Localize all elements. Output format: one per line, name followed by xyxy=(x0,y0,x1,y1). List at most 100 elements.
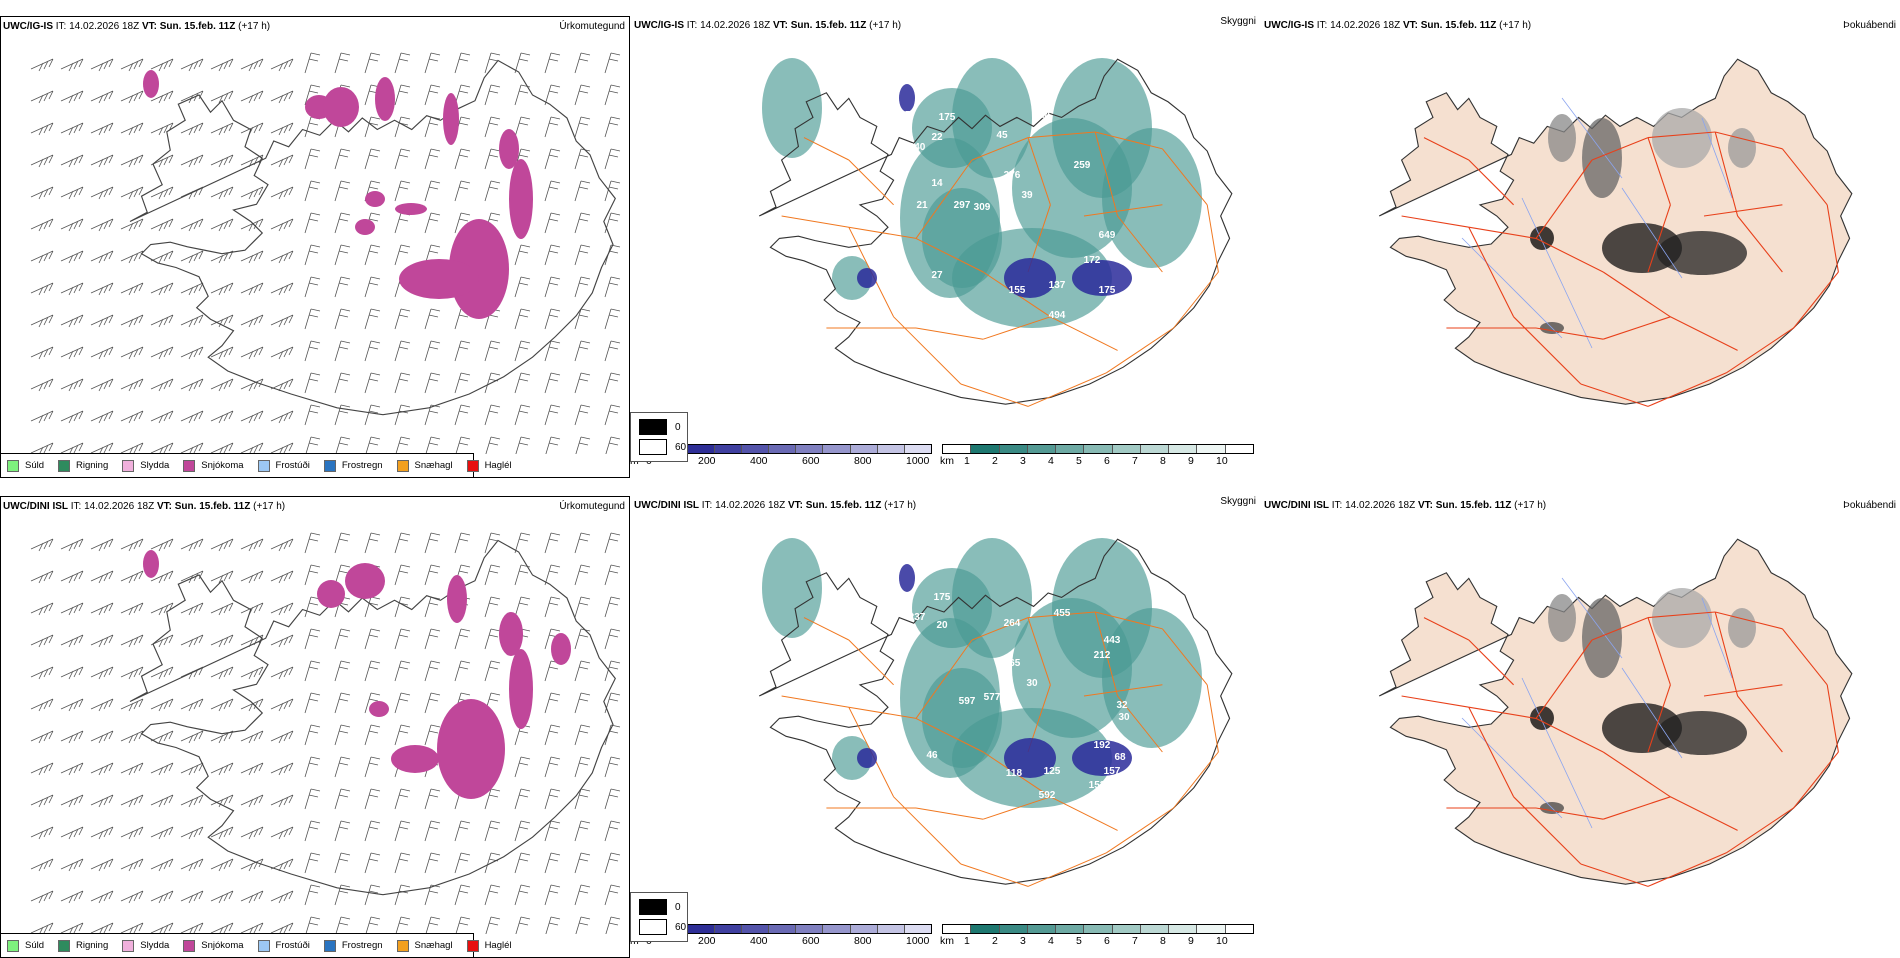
river xyxy=(1701,597,1733,679)
wind-barb xyxy=(304,372,321,394)
snow-area xyxy=(317,580,345,608)
wind-barb xyxy=(304,84,321,106)
visibility-label: 175 xyxy=(934,592,951,603)
visibility-label: 340 xyxy=(909,142,926,153)
wind-barb xyxy=(394,84,411,106)
wind-barb xyxy=(30,410,54,424)
road xyxy=(1095,611,1163,630)
wind-barb xyxy=(90,250,114,264)
legend-label: Rigning xyxy=(76,460,109,471)
wind-barb xyxy=(240,890,264,904)
wind-barb xyxy=(240,314,264,328)
wind-barb xyxy=(120,314,144,328)
wind-barb xyxy=(270,218,294,232)
legend-swatch xyxy=(257,459,270,472)
wind-barb xyxy=(574,308,591,330)
wind-barb xyxy=(424,692,441,714)
wind-barb xyxy=(454,820,471,842)
wind-barb xyxy=(424,564,441,586)
wind-barb xyxy=(120,762,144,776)
wind-barb xyxy=(394,340,411,362)
visibility-label: 166 xyxy=(886,590,903,601)
wind-barb xyxy=(180,442,204,454)
wind-barb xyxy=(180,538,204,552)
road xyxy=(1162,148,1208,206)
wind-barb xyxy=(364,404,381,426)
river xyxy=(1461,237,1563,339)
low-visibility-areas xyxy=(762,538,1202,808)
road xyxy=(960,383,1029,407)
road xyxy=(1726,807,1794,854)
road xyxy=(1206,204,1219,273)
fog-legend-label: 60 xyxy=(675,921,687,933)
wind-barb xyxy=(150,922,174,934)
wind-barb xyxy=(394,52,411,74)
wind-barb xyxy=(304,788,321,810)
scale-cell xyxy=(1140,445,1170,453)
wind-barb xyxy=(574,532,591,554)
visibility-label: 27 xyxy=(931,270,943,281)
wind-barb xyxy=(30,218,54,232)
wind-barb xyxy=(454,852,471,874)
wind-barb xyxy=(150,410,174,424)
fog-swatch xyxy=(639,439,667,455)
scale-cell xyxy=(1197,925,1226,933)
wind-barb xyxy=(334,756,351,778)
legend-item-slydda: Slydda xyxy=(122,939,169,952)
wind-barb xyxy=(240,602,264,616)
wind-barb xyxy=(514,372,531,394)
wind-barb xyxy=(210,250,234,264)
wind-barb xyxy=(60,282,84,296)
wind-barb xyxy=(574,564,591,586)
wind-barb xyxy=(120,538,144,552)
precip-legend: Súld Rigning Slydda Snjókoma Frostúði Frostre… xyxy=(1,453,512,477)
scale-tick-label: 4 xyxy=(1048,455,1054,467)
legend-label: Haglél xyxy=(484,940,512,951)
wind-barb xyxy=(150,538,174,552)
wind-barb xyxy=(120,90,144,104)
wind-barb xyxy=(484,148,501,170)
wind-barb xyxy=(60,314,84,328)
fog-legend-item: 0 xyxy=(639,899,681,915)
wind-barb xyxy=(424,308,441,330)
road xyxy=(1670,316,1738,351)
wind-barb xyxy=(120,154,144,168)
wind-barb xyxy=(270,410,294,424)
wind-barb xyxy=(210,634,234,648)
wind-barb xyxy=(484,564,501,586)
wind-barb xyxy=(270,154,294,168)
wind-barb xyxy=(270,570,294,584)
wind-barb xyxy=(544,180,561,202)
wind-barb xyxy=(514,340,531,362)
wind-barb xyxy=(394,180,411,202)
wind-barb xyxy=(334,180,351,202)
wind-barb xyxy=(484,532,501,554)
scale-cell xyxy=(877,925,905,933)
road xyxy=(1162,628,1208,686)
wind-barb xyxy=(514,788,531,810)
low-visibility-area xyxy=(1102,128,1202,268)
scale-tick-label: 1 xyxy=(964,935,970,947)
visibility-label: 178 xyxy=(886,638,903,649)
wind-barb xyxy=(120,698,144,712)
wind-barb xyxy=(604,852,621,874)
wind-barb xyxy=(574,756,591,778)
wind-barb xyxy=(545,436,561,454)
visibility-label: 157 xyxy=(1104,766,1121,777)
scale-tick-label: 1000 xyxy=(906,455,930,467)
wind-barb xyxy=(30,922,54,934)
wind-barb xyxy=(544,756,561,778)
road xyxy=(915,717,984,753)
fog-panel-top: UWC/IG-IS IT: 14.02.2026 18Z VT: Sun. 15… xyxy=(1262,16,1900,478)
wind-barb xyxy=(240,378,264,392)
low-visibility-area xyxy=(762,538,822,638)
wind-barb xyxy=(544,692,561,714)
wind-barb xyxy=(90,826,114,840)
wind-barb xyxy=(484,660,501,682)
cloud-base-area xyxy=(899,84,915,112)
wind-barbs xyxy=(30,52,621,454)
wind-barb xyxy=(364,532,381,554)
wind-barb xyxy=(484,884,501,906)
wind-barb xyxy=(210,922,234,934)
scale-cell xyxy=(1225,925,1253,933)
